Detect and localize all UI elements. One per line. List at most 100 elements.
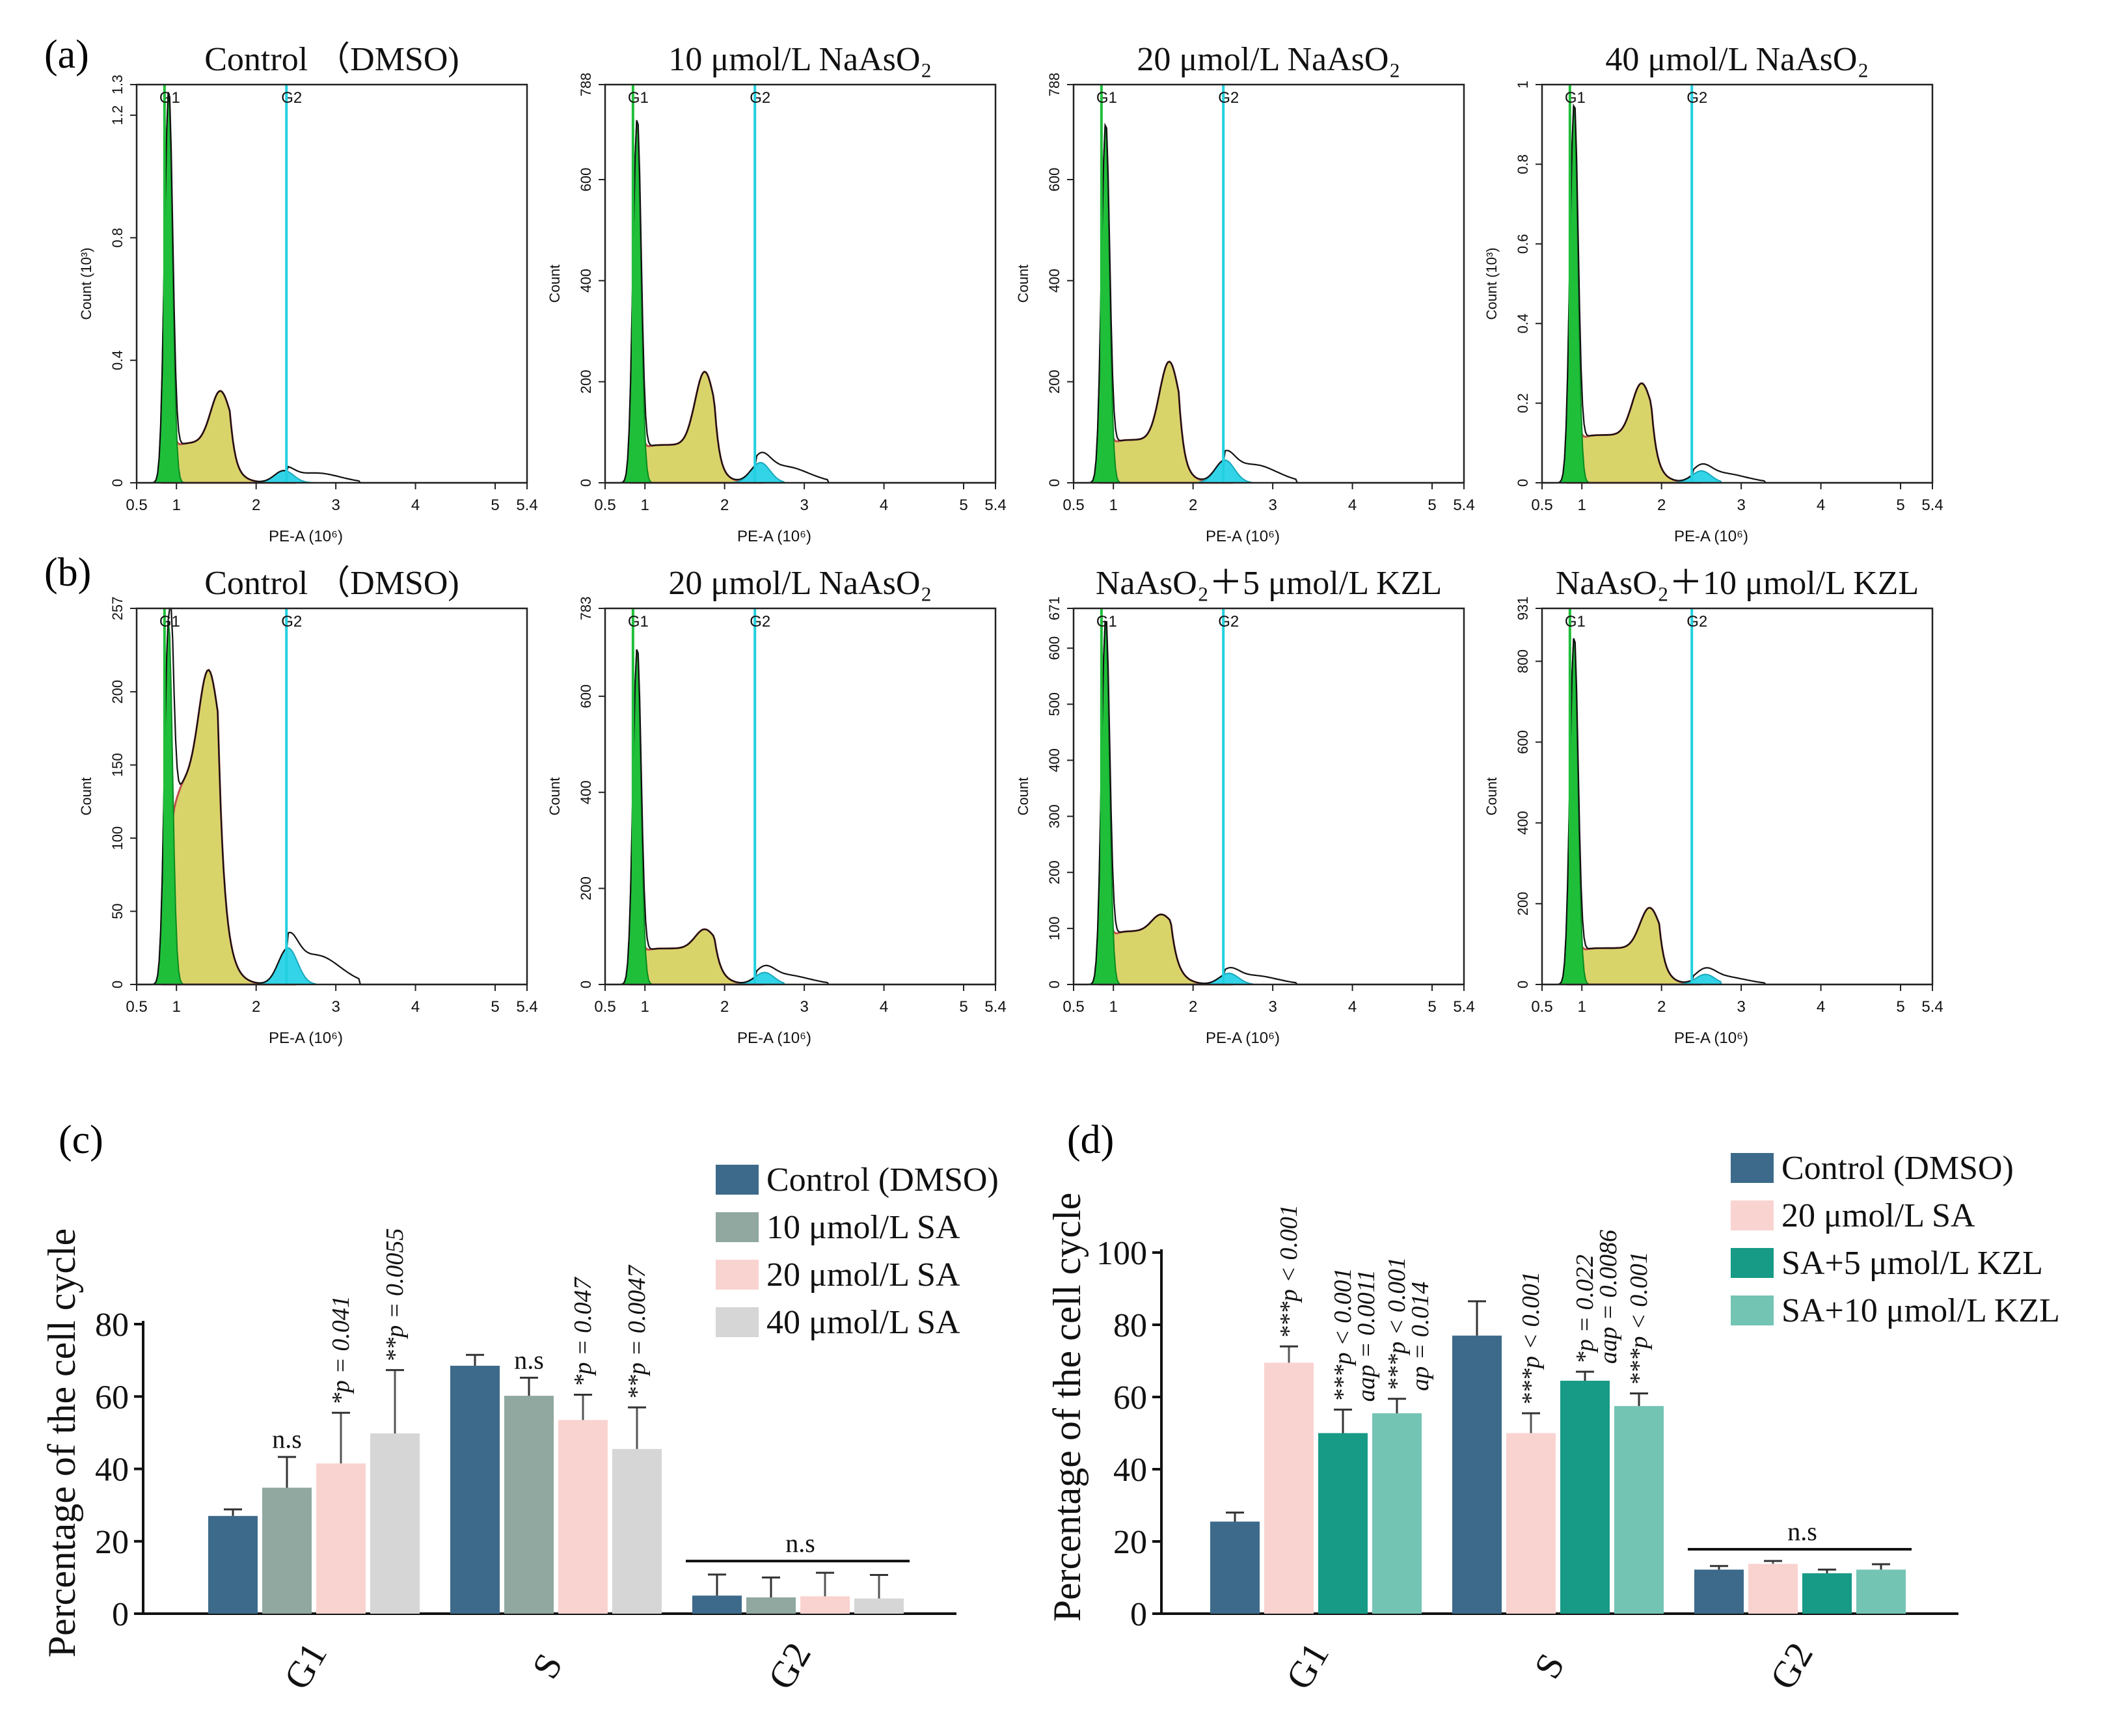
flow-plot-b-1: Control （DMSO) G1 G2 0.5 1 2 3 4 5 5.4 PE-A (10⁶) 0… (78, 565, 538, 1047)
bar-g1-1 (1210, 1521, 1260, 1614)
flow-xtick-label: 2 (1657, 998, 1666, 1016)
flow-ytick-label: 200 (1046, 860, 1063, 884)
flow-xtick-label: 3 (800, 998, 808, 1016)
gate-g1-label: G1 (159, 89, 180, 107)
flow-xtick-label: 3 (1268, 496, 1277, 514)
gate-g1-label: G1 (1096, 89, 1117, 107)
gate-g1-label: G1 (1565, 89, 1586, 107)
x-tick-label: G2 (1761, 1635, 1821, 1696)
flow-ytick-label: 800 (1515, 649, 1531, 673)
legend-label: SA+5 μmol/L KZL (1781, 1245, 2043, 1282)
flow-xtick-label: 5 (959, 998, 968, 1016)
flow-ytick-label: 0.6 (1515, 234, 1531, 254)
bar-g1-2 (1264, 1363, 1314, 1614)
gate-g2-label: G2 (1686, 613, 1707, 631)
legend-label: Control (DMSO) (766, 1161, 999, 1199)
flow-ytick-label: 200 (1046, 370, 1063, 394)
gate-g2-label: G2 (1218, 89, 1239, 107)
flow-title: Control （DMSO) (204, 565, 459, 602)
flow-ytick-label: 200 (109, 680, 126, 704)
flow-xtick-label: 4 (880, 496, 888, 514)
flow-ylabel: Count (547, 265, 563, 303)
flow-ytick-label: 400 (1046, 748, 1063, 772)
flow-ytick-label: 1.3 (109, 75, 126, 95)
flow-outline (605, 649, 995, 986)
flow-ytick-label: 200 (578, 370, 594, 394)
bar-g1-1 (208, 1515, 258, 1614)
flow-ytick-label: 150 (109, 753, 126, 777)
flow-xtick-label: 1 (1578, 496, 1586, 514)
panel-label-b: (b) (44, 550, 91, 595)
flow-xtick-label: 1 (1578, 998, 1586, 1016)
flow-xtick-label: 1 (1109, 496, 1118, 514)
flow-ytick-label: 300 (1046, 804, 1063, 828)
flow-s-phase-fill (629, 925, 765, 986)
flow-plot-b-2: 20 μmol/L NaAsO₂ G1 G2 0.5 1 2 3 4 5 5.4 PE-A (10⁶… (547, 565, 1007, 1047)
bar-g2-2 (746, 1597, 796, 1614)
bar-s-1 (1452, 1335, 1502, 1614)
legend-label: 20 μmol/L SA (766, 1256, 960, 1294)
flow-xtick-label: 4 (1817, 496, 1825, 514)
flow-xtick-label: 5.4 (516, 998, 537, 1016)
gate-g2-label: G2 (1218, 613, 1239, 631)
flow-xtick-label: 2 (1189, 998, 1197, 1016)
flow-xtick-label: 4 (1348, 998, 1357, 1016)
flow-histograms: Control （DMSO) G1 G2 0.5 1 2 3 4 5 5.4 PE-A (10⁶) 0… (78, 41, 1943, 1047)
flow-xlabel: PE-A (10⁶) (269, 528, 343, 545)
flow-frame (604, 607, 997, 986)
flow-xtick-label: 2 (1189, 496, 1197, 514)
x-tick-label: S (1526, 1646, 1573, 1685)
flow-g1-fill (1089, 621, 1122, 985)
flow-title: Control （DMSO) (204, 41, 459, 78)
bar-s-3 (558, 1420, 608, 1614)
gate-g2-label: G2 (281, 89, 302, 107)
flow-g1-fill (152, 92, 185, 483)
flow-ytick-label: 0.4 (1515, 314, 1531, 334)
flow-ytick-label: 0.2 (1515, 393, 1531, 413)
y-tick-label: 60 (1113, 1379, 1147, 1417)
flow-s-phase-fill (1098, 360, 1233, 484)
bar-g2-3 (800, 1596, 850, 1614)
flow-xtick-label: 4 (1348, 496, 1357, 514)
flow-ytick-label: 1 (1515, 81, 1531, 88)
flow-xtick-label: 2 (1657, 496, 1666, 514)
bar-s-2 (1506, 1433, 1556, 1614)
bar-g2-2 (1748, 1564, 1798, 1614)
bar-g2-1 (692, 1595, 742, 1614)
flow-xlabel: PE-A (10⁶) (269, 1029, 343, 1047)
flow-frame (135, 607, 528, 986)
flow-ytick-label: 788 (578, 73, 594, 97)
flow-xtick-label: 5.4 (984, 496, 1006, 514)
gate-g1-label: G1 (1565, 613, 1586, 631)
flow-g1-fill (1089, 125, 1122, 483)
flow-ylabel: Count (10³) (78, 247, 94, 319)
flow-plot-a-2: 10 μmol/L NaAsO₂ G1 G2 0.5 1 2 3 4 5 5.4 PE-A (10⁶… (547, 41, 1007, 545)
y-tick-label: 80 (1113, 1307, 1147, 1344)
flow-xtick-label: 4 (1817, 998, 1825, 1016)
significance-label: **p = 0.0047 (623, 1264, 651, 1400)
flow-ytick-label: 0 (109, 981, 126, 988)
y-tick-label: 60 (95, 1379, 129, 1416)
flow-ytick-label: 0 (578, 981, 594, 988)
gate-g1-label: G1 (1096, 613, 1117, 631)
flow-xtick-label: 0.5 (1063, 496, 1084, 514)
flow-outline (1542, 638, 1932, 986)
flow-xlabel: PE-A (10⁶) (1674, 1029, 1748, 1047)
bar-g1-3 (316, 1463, 366, 1614)
flow-xtick-label: 0.5 (126, 496, 147, 514)
bar-g2-4 (854, 1598, 904, 1614)
flow-xlabel: PE-A (10⁶) (1206, 528, 1280, 545)
significance-label: *p = 0.047 (569, 1276, 597, 1387)
flow-ytick-label: 0 (578, 479, 594, 487)
y-tick-label: 40 (1113, 1452, 1147, 1489)
flow-ylabel: Count (1483, 778, 1500, 816)
y-tick-label: 100 (1096, 1235, 1147, 1272)
flow-ytick-label: 50 (109, 903, 126, 919)
flow-xtick-label: 5 (1428, 998, 1436, 1016)
flow-ytick-label: 200 (1515, 891, 1531, 915)
bar-s-1 (450, 1365, 500, 1614)
gate-g2-label: G2 (281, 613, 302, 631)
flow-xtick-label: 4 (411, 496, 420, 514)
flow-g1-fill (621, 649, 653, 985)
